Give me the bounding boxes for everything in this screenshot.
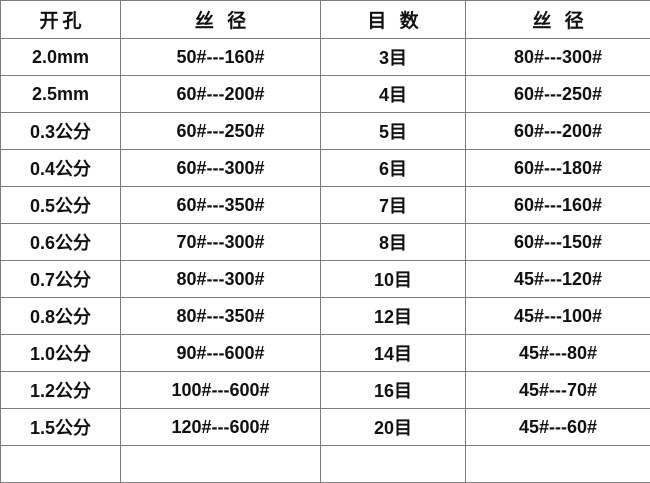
cell-wire-diameter-1: 90#---600#: [121, 335, 321, 372]
table-header-row: 开孔 丝 径 目 数 丝 径: [1, 1, 650, 39]
cell-wire-diameter-2: 60#---180#: [466, 150, 650, 187]
cell-aperture: 0.5公分: [1, 187, 121, 224]
table-row: [1, 446, 650, 483]
cell-mesh-count: [321, 446, 466, 483]
cell-aperture: 2.5mm: [1, 76, 121, 113]
cell-wire-diameter-2: 45#---80#: [466, 335, 650, 372]
header-wire-diameter-1: 丝 径: [121, 1, 321, 39]
cell-mesh-count: 14目: [321, 335, 466, 372]
cell-mesh-count: 12目: [321, 298, 466, 335]
cell-wire-diameter-1: 70#---300#: [121, 224, 321, 261]
header-wire-diameter-2: 丝 径: [466, 1, 650, 39]
cell-mesh-count: 3目: [321, 39, 466, 76]
cell-wire-diameter-1: 60#---300#: [121, 150, 321, 187]
cell-wire-diameter-1: 120#---600#: [121, 409, 321, 446]
cell-wire-diameter-1: 80#---300#: [121, 261, 321, 298]
cell-wire-diameter-1: 80#---350#: [121, 298, 321, 335]
cell-mesh-count: 7目: [321, 187, 466, 224]
cell-mesh-count: 16目: [321, 372, 466, 409]
table-header: 开孔 丝 径 目 数 丝 径: [1, 1, 650, 39]
cell-wire-diameter-2: [466, 446, 650, 483]
cell-mesh-count: 20目: [321, 409, 466, 446]
header-aperture: 开孔: [1, 1, 121, 39]
cell-aperture: 0.4公分: [1, 150, 121, 187]
cell-wire-diameter-1: [121, 446, 321, 483]
cell-aperture: 1.2公分: [1, 372, 121, 409]
cell-wire-diameter-1: 50#---160#: [121, 39, 321, 76]
cell-wire-diameter-1: 60#---250#: [121, 113, 321, 150]
cell-mesh-count: 10目: [321, 261, 466, 298]
cell-wire-diameter-2: 45#---120#: [466, 261, 650, 298]
cell-aperture: 0.7公分: [1, 261, 121, 298]
cell-mesh-count: 4目: [321, 76, 466, 113]
cell-aperture: 0.6公分: [1, 224, 121, 261]
cell-wire-diameter-2: 80#---300#: [466, 39, 650, 76]
cell-aperture: 0.8公分: [1, 298, 121, 335]
cell-wire-diameter-2: 45#---70#: [466, 372, 650, 409]
cell-wire-diameter-1: 100#---600#: [121, 372, 321, 409]
cell-wire-diameter-2: 45#---100#: [466, 298, 650, 335]
cell-aperture: 0.3公分: [1, 113, 121, 150]
cell-wire-diameter-1: 60#---200#: [121, 76, 321, 113]
cell-aperture: 1.5公分: [1, 409, 121, 446]
cell-wire-diameter-2: 60#---250#: [466, 76, 650, 113]
cell-wire-diameter-2: 45#---60#: [466, 409, 650, 446]
cell-wire-diameter-2: 60#---160#: [466, 187, 650, 224]
cell-wire-diameter-2: 60#---200#: [466, 113, 650, 150]
cell-mesh-count: 5目: [321, 113, 466, 150]
cell-mesh-count: 6目: [321, 150, 466, 187]
cell-aperture: 1.0公分: [1, 335, 121, 372]
cell-aperture: [1, 446, 121, 483]
header-mesh-count: 目 数: [321, 1, 466, 39]
cell-wire-diameter-1: 60#---350#: [121, 187, 321, 224]
cell-aperture: 2.0mm: [1, 39, 121, 76]
cell-mesh-count: 8目: [321, 224, 466, 261]
cell-wire-diameter-2: 60#---150#: [466, 224, 650, 261]
